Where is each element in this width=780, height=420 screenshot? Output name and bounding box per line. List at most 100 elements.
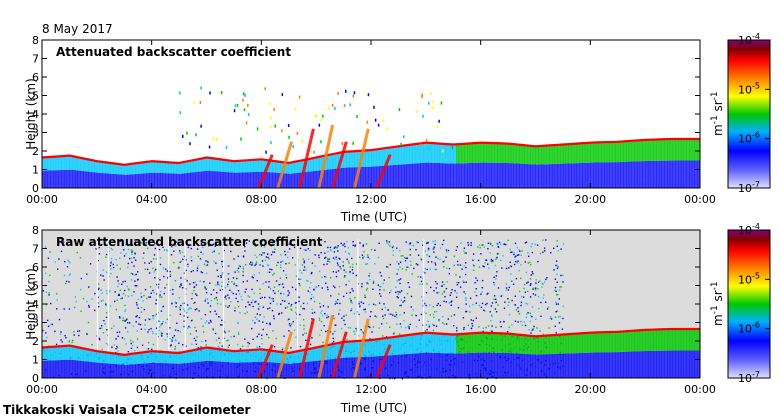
noise-pixel <box>465 310 467 313</box>
boundary-layer-low <box>231 362 235 378</box>
noise-pixel <box>554 316 557 318</box>
noise-pixel <box>81 242 84 244</box>
boundary-layer-low <box>343 357 347 378</box>
boundary-layer-mid <box>313 347 317 361</box>
noise-pixel <box>223 249 225 252</box>
noise-pixel <box>405 269 407 271</box>
noise-pixel <box>487 248 489 250</box>
boundary-layer-low <box>105 363 109 378</box>
noise-pixel <box>332 333 334 335</box>
boundary-layer-mid <box>420 142 424 163</box>
noise-pixel <box>58 258 60 260</box>
echo-pixel <box>273 108 275 111</box>
plume-mark <box>353 128 370 189</box>
noise-pixel <box>426 329 428 331</box>
noise-pixel <box>299 324 301 326</box>
noise-pixel <box>263 316 265 318</box>
boundary-layer-mid <box>351 340 355 358</box>
noise-pixel <box>315 286 318 288</box>
echo-pixel <box>242 98 244 102</box>
noise-pixel <box>361 283 363 285</box>
boundary-layer-mid <box>288 352 292 364</box>
echo-pixel <box>189 142 191 146</box>
boundary-layer-mid <box>351 150 355 168</box>
boundary-layer-low <box>121 364 125 378</box>
noise-pixel <box>265 256 268 258</box>
boundary-layer-low <box>387 165 391 188</box>
noise-pixel <box>535 279 537 281</box>
noise-pixel <box>239 348 242 350</box>
boundary-layer-low <box>236 362 240 378</box>
boundary-layer-mid <box>72 345 76 360</box>
noise-pixel <box>127 248 130 251</box>
echo-pixel <box>436 125 439 129</box>
boundary-layer-low <box>294 173 298 188</box>
boundary-layer-low <box>275 362 279 378</box>
noise-pixel <box>361 331 364 333</box>
noise-pixel <box>121 283 123 285</box>
noise-pixel <box>395 314 398 316</box>
noise-pixel <box>329 261 331 263</box>
boundary-layer-low <box>302 172 306 188</box>
panel-2-ylabel: Height (km) <box>24 268 38 339</box>
noise-pixel <box>554 289 556 291</box>
noise-pixel <box>481 244 483 246</box>
noise-pixel <box>361 254 364 256</box>
boundary-layer-mid <box>280 351 284 364</box>
noise-pixel <box>102 299 104 302</box>
noise-pixel <box>339 266 341 268</box>
noise-pixel <box>562 274 564 276</box>
boundary-layer-low <box>661 350 665 378</box>
noise-pixel <box>218 316 220 318</box>
noise-pixel <box>272 330 274 332</box>
boundary-layer-low <box>247 172 251 188</box>
noise-pixel <box>382 315 384 317</box>
noise-pixel <box>101 292 103 294</box>
noise-pixel <box>268 281 270 283</box>
noise-pixel <box>209 311 212 313</box>
noise-pixel <box>190 271 192 273</box>
noise-pixel <box>520 277 522 280</box>
boundary-layer-mid <box>77 346 81 361</box>
boundary-layer-mid <box>288 162 292 174</box>
noise-pixel <box>500 259 502 262</box>
noise-pixel <box>357 335 360 337</box>
boundary-layer-low <box>516 353 520 378</box>
boundary-layer-low <box>324 359 328 378</box>
noise-pixel <box>214 332 217 335</box>
echo-pixel <box>292 145 294 149</box>
noise-pixel <box>366 287 369 290</box>
noise-pixel <box>337 245 339 247</box>
boundary-layer-mid <box>571 333 575 354</box>
boundary-layer-low <box>286 363 290 378</box>
noise-pixel <box>272 243 274 245</box>
noise-pixel <box>77 330 79 332</box>
noise-pixel <box>183 320 185 322</box>
noise-pixel <box>522 296 525 298</box>
noise-pixel <box>529 261 531 264</box>
boundary-layer-low <box>519 163 523 188</box>
boundary-layer-low <box>620 162 624 188</box>
noise-pixel <box>438 319 440 321</box>
noise-pixel <box>489 252 491 254</box>
boundary-layer-low <box>209 360 213 378</box>
boundary-layer-low <box>667 350 671 378</box>
boundary-layer-mid <box>694 328 698 351</box>
boundary-layer-low <box>376 166 380 188</box>
noise-pixel <box>190 320 193 322</box>
noise-pixel <box>216 302 219 305</box>
noise-pixel <box>324 313 326 315</box>
noise-pixel <box>213 298 216 300</box>
boundary-layer-low <box>212 171 216 188</box>
noise-pixel <box>254 243 256 245</box>
boundary-layer-mid <box>173 351 177 364</box>
echo-pixel <box>281 129 283 133</box>
boundary-layer-low <box>179 173 183 188</box>
noise-pixel <box>506 330 509 333</box>
noise-pixel <box>374 304 377 306</box>
panel-2-data <box>41 230 701 380</box>
noise-pixel <box>453 264 455 266</box>
noise-pixel <box>362 257 364 259</box>
boundary-layer-mid <box>217 158 221 172</box>
boundary-layer-mid <box>560 333 564 354</box>
